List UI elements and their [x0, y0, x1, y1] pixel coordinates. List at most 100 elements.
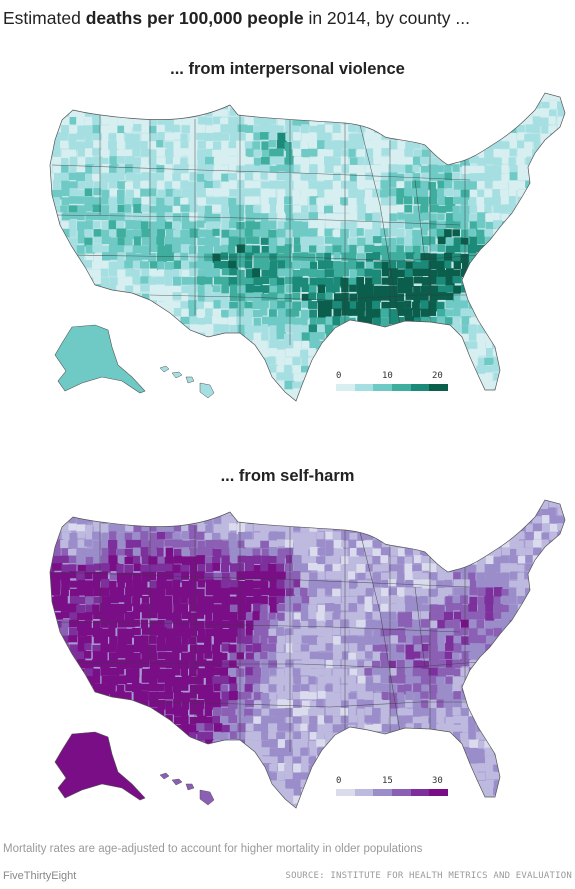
county-patch [469, 380, 478, 389]
county-patch [492, 731, 500, 741]
county-patch [348, 133, 357, 143]
county-patch [77, 389, 87, 398]
county-patch [548, 109, 557, 119]
county-patch [493, 587, 503, 597]
county-patch [237, 156, 248, 166]
county-patch [397, 308, 406, 316]
county-patch [188, 221, 197, 230]
county-patch [548, 507, 556, 517]
county-patch [452, 213, 463, 223]
county-patch [213, 524, 223, 535]
county-patch [333, 165, 342, 173]
county-patch [452, 205, 460, 214]
county-patch [412, 268, 423, 277]
county-patch [212, 204, 222, 213]
county-patch [108, 245, 119, 255]
county-patch [244, 389, 253, 400]
county-patch [164, 269, 173, 280]
county-patch [252, 188, 261, 197]
county-patch [269, 500, 280, 501]
county-patch [277, 308, 288, 318]
county-patch [348, 740, 357, 749]
county-patch [284, 652, 294, 662]
county-patch [261, 204, 271, 213]
county-patch [228, 236, 239, 246]
county-patch [372, 325, 383, 335]
county-patch [509, 252, 517, 263]
county-patch [148, 507, 158, 515]
county-patch [565, 85, 573, 94]
county-patch [172, 292, 182, 300]
county-patch [220, 356, 230, 364]
county-patch [557, 356, 565, 364]
county-patch [196, 675, 204, 685]
county-patch [156, 659, 167, 668]
county-patch [60, 293, 69, 303]
county-patch [453, 755, 461, 764]
county-patch [397, 285, 407, 294]
county-patch [228, 532, 237, 541]
county-patch [196, 349, 205, 357]
county-patch [540, 595, 551, 603]
county-patch [78, 85, 88, 93]
county-patch [133, 236, 141, 246]
county-patch [485, 132, 495, 142]
county-patch [404, 572, 414, 582]
county-patch [381, 285, 391, 294]
county-patch [204, 93, 212, 101]
county-patch [228, 397, 238, 401]
county-patch [77, 205, 87, 215]
county-patch [124, 595, 132, 605]
county-patch [373, 692, 383, 703]
county-patch [124, 572, 133, 582]
county-patch [500, 365, 508, 373]
county-patch [373, 156, 383, 165]
county-patch [557, 373, 565, 383]
county-patch [61, 724, 69, 734]
county-patch [453, 731, 463, 742]
county-patch [205, 364, 214, 374]
county-patch [525, 388, 536, 398]
county-patch [468, 691, 476, 702]
county-patch [493, 301, 501, 312]
county-patch [205, 763, 214, 773]
county-patch [365, 524, 376, 532]
county-patch [253, 93, 264, 101]
county-patch [364, 132, 375, 140]
county-patch [300, 612, 310, 622]
county-patch [197, 173, 207, 183]
county-patch [181, 293, 191, 301]
county-patch [308, 612, 318, 620]
county-patch [245, 292, 255, 301]
county-patch [484, 500, 493, 511]
county-patch [316, 755, 324, 765]
county-patch [116, 659, 126, 670]
county-patch [372, 595, 381, 605]
county-patch [181, 524, 190, 535]
county-patch [189, 261, 200, 270]
county-patch [300, 221, 309, 232]
county-patch [357, 692, 367, 703]
county-patch [556, 692, 565, 701]
county-patch [525, 612, 534, 621]
county-patch [197, 564, 206, 574]
county-patch [93, 181, 104, 191]
county-patch [92, 676, 101, 684]
county-patch [140, 724, 151, 734]
county-patch [253, 595, 263, 605]
county-patch [205, 372, 214, 380]
county-patch [60, 667, 68, 677]
county-patch [420, 676, 430, 686]
county-patch [92, 261, 102, 270]
county-patch [61, 213, 71, 221]
county-patch [236, 732, 246, 740]
county-patch [188, 579, 197, 590]
county-patch [453, 180, 462, 190]
county-patch [308, 588, 318, 598]
county-patch [549, 676, 557, 685]
county-patch [308, 708, 317, 717]
county-patch [541, 340, 551, 351]
county-patch [445, 572, 454, 582]
county-patch [293, 373, 302, 384]
county-patch [164, 747, 174, 756]
